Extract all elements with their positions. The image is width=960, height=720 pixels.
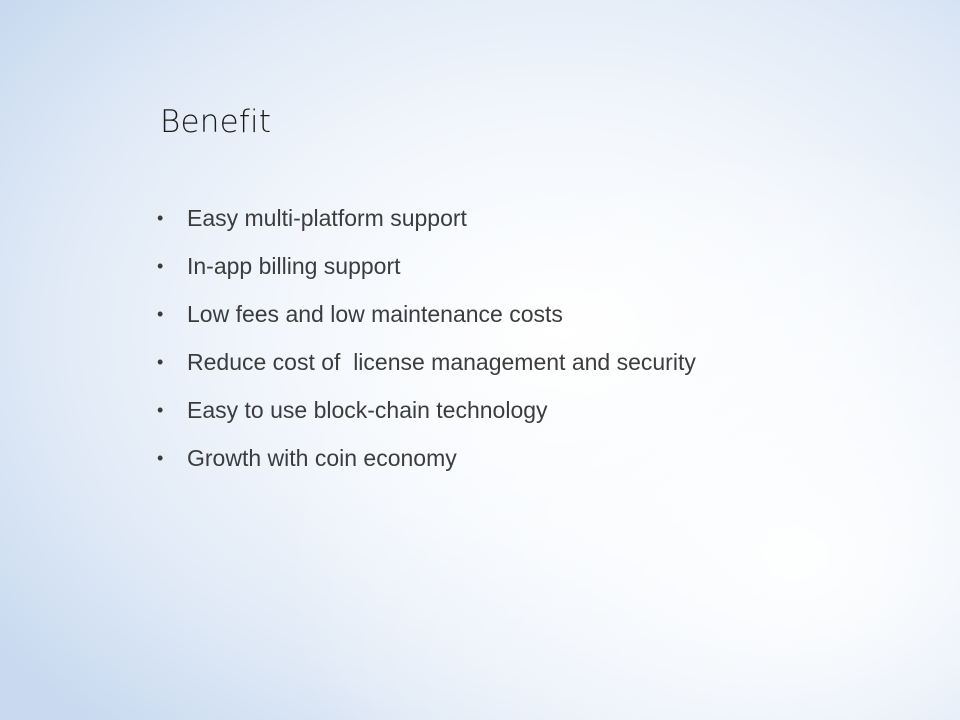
bullet-text: Growth with coin economy [187, 444, 457, 471]
slide-title: Benefit [160, 104, 272, 140]
bullet-text: Easy multi-platform support [187, 204, 467, 231]
bullet-text: In-app billing support [187, 252, 401, 279]
bullet-icon: • [157, 447, 164, 468]
bullet-text: Low fees and low maintenance costs [187, 300, 563, 327]
bullet-icon: • [157, 399, 164, 420]
bullet-text: Reduce cost of license management and se… [187, 348, 696, 375]
list-item: • Growth with coin economy [157, 434, 696, 482]
list-item: • Low fees and low maintenance costs [157, 290, 696, 338]
bullet-icon: • [157, 255, 164, 276]
list-item: • In-app billing support [157, 242, 696, 290]
bullet-icon: • [157, 351, 164, 372]
bullet-text: Easy to use block-chain technology [187, 396, 548, 423]
list-item: • Easy multi-platform support [157, 194, 696, 242]
bullet-icon: • [157, 207, 164, 228]
list-item: • Reduce cost of license management and … [157, 338, 696, 386]
bullet-icon: • [157, 303, 164, 324]
bullet-list: • Easy multi-platform support • In-app b… [157, 194, 696, 482]
list-item: • Easy to use block-chain technology [157, 386, 696, 434]
